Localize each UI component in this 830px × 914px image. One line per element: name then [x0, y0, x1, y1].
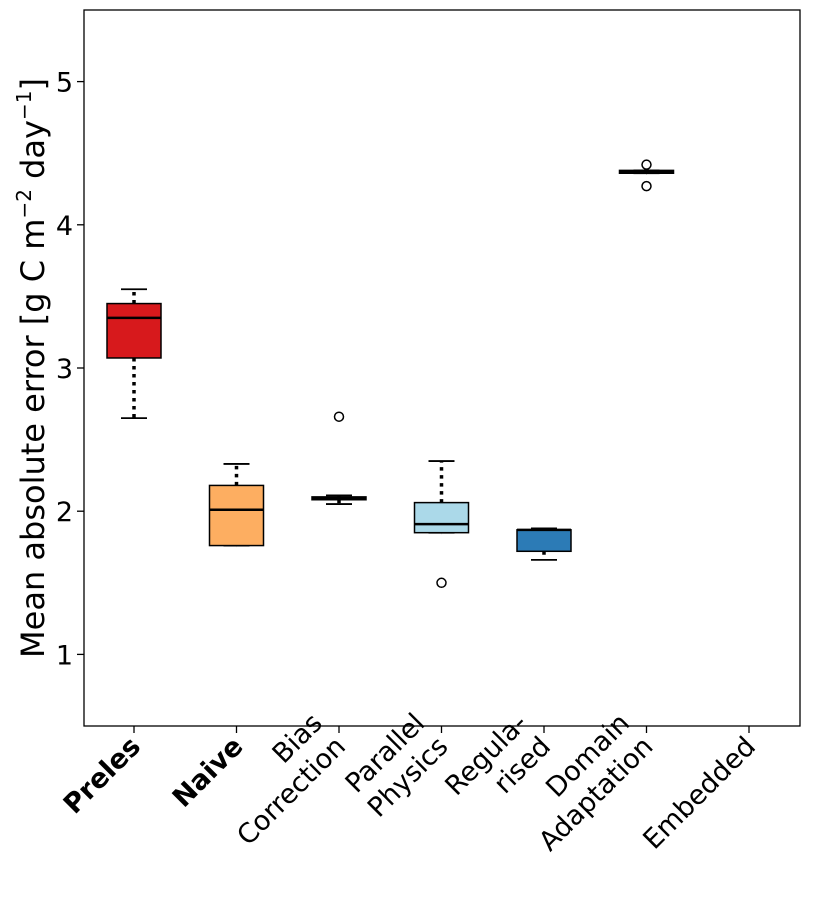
- box-body: [516, 529, 572, 553]
- y-tick-label: 5: [56, 68, 73, 99]
- box-group: [413, 460, 470, 589]
- y-axis-label: Mean absolute error [g C m−2 day−1]: [12, 78, 52, 658]
- outlier-point: [333, 411, 345, 422]
- box-body: [413, 501, 470, 534]
- y-tick-label: 2: [56, 497, 73, 528]
- box-group: [516, 527, 572, 561]
- y-axis-label-exp1: −2: [12, 189, 36, 218]
- outlier-point: [436, 577, 447, 589]
- y-tick-label: 1: [56, 640, 73, 671]
- y-axis-label-mid: day: [14, 120, 52, 189]
- y-axis-label-exp2: −1: [12, 91, 36, 120]
- box-group: [311, 411, 367, 505]
- plot-area: [106, 159, 675, 589]
- y-axis-label-main: Mean absolute error [g C m: [14, 219, 52, 658]
- y-axis: 1 2 3 4 5: [56, 68, 84, 671]
- box-body: [106, 302, 162, 359]
- box-group: [208, 463, 265, 547]
- outlier-point: [641, 180, 652, 192]
- y-axis-label-end: ]: [14, 78, 52, 90]
- y-tick-label: 3: [56, 354, 73, 385]
- box-group: [106, 288, 162, 420]
- box-body: [208, 484, 265, 547]
- axes-frame: [83, 9, 801, 727]
- box-group: [618, 159, 675, 192]
- y-tick-label: 4: [56, 211, 73, 242]
- outlier-point: [641, 159, 652, 170]
